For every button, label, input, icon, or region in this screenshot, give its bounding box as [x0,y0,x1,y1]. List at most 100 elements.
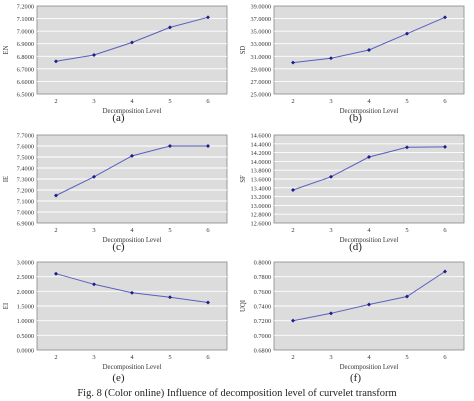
x-axis-label: Decomposition Level [103,364,162,371]
y-tick-label: 0.0000 [17,348,34,355]
x-tick-label: 4 [367,98,371,105]
y-tick-label: 3.0000 [17,260,34,267]
y-tick-label: 14.6000 [251,133,271,140]
y-tick-label: 6.5000 [17,92,34,99]
panel-a-label: (a) [112,112,125,124]
chart-e: 0.0000 0.5000 1.0000 1.5000 2.0000 2.5000 3.00… [3,260,228,371]
panel-c: 6.9000 7.0000 7.1000 7.2000 7.3000 7.4000 7.50… [0,129,237,258]
x-tick-label: 6 [443,98,447,105]
x-tick-label: 5 [405,354,408,361]
x-tick-label: 6 [443,227,447,234]
x-tick-label: 6 [206,98,210,105]
y-tick-label: 13.2000 [251,194,271,201]
y-tick-label: 31.0000 [251,54,271,61]
y-tick-label: 7.2000 [17,4,34,11]
y-tick-label: 2.0000 [17,289,34,296]
y-tick-label: 14.4000 [251,141,271,148]
chart-a: 6.5000 6.6000 6.7000 6.8000 6.9000 7.0000 7.10… [3,4,228,115]
y-axis-label: EI [3,302,10,309]
x-tick-label: 3 [92,354,95,361]
y-tick-label: 6.6000 [17,79,34,86]
x-tick-label: 4 [130,354,134,361]
panel-e-label: (e) [112,372,125,384]
panel-f: 0.6800 0.7000 0.7200 0.7400 0.7600 0.7800 0.80… [237,256,474,385]
figure-caption: Fig. 8 (Color online) Influence of decom… [77,388,397,399]
y-axis-label: SD [240,46,247,55]
y-tick-label: 7.5000 [17,155,34,162]
x-tick-label: 3 [92,227,95,234]
y-tick-label: 6.9000 [17,41,34,48]
y-tick-label: 13.0000 [251,203,271,210]
panel-c-label: (c) [112,241,125,253]
y-tick-label: 25.0000 [251,92,271,99]
x-tick-label: 5 [405,98,408,105]
y-tick-label: 13.8000 [251,168,271,175]
x-tick-label: 5 [168,354,171,361]
x-tick-label: 3 [92,98,95,105]
x-tick-label: 4 [367,227,371,234]
x-tick-label: 2 [54,227,57,234]
x-tick-label: 5 [405,227,408,234]
y-tick-label: 7.1000 [17,16,34,23]
panel-b-label: (b) [349,112,362,124]
y-tick-label: 0.7800 [254,274,271,281]
chart-c: 6.9000 7.0000 7.1000 7.2000 7.3000 7.4000 7.50… [3,133,228,244]
panel-e: 0.0000 0.5000 1.0000 1.5000 2.0000 2.5000 3.00… [0,256,237,385]
y-tick-label: 14.2000 [251,150,271,157]
chart-b: 25.0000 27.0000 29.0000 31.0000 33.0000 35.00… [240,4,465,115]
y-axis-label: SF [240,175,247,183]
y-tick-label: 35.0000 [251,29,271,36]
y-tick-label: 0.6800 [254,348,271,355]
y-tick-label: 14.0000 [251,159,271,166]
y-tick-label: 0.7600 [254,289,271,296]
y-tick-label: 7.4000 [17,166,34,173]
panel-b: 25.0000 27.0000 29.0000 31.0000 33.0000 35.00… [237,0,474,129]
plot-area [36,5,228,95]
y-axis-label: EN [3,45,10,54]
y-tick-label: 0.7000 [254,333,271,340]
y-tick-label: 7.6000 [17,144,34,151]
panel-a: 6.5000 6.6000 6.7000 6.8000 6.9000 7.0000 7.10… [0,0,237,129]
chart-d: 12.6000 12.8000 13.0000 13.2000 13.400013.60… [240,133,465,244]
y-tick-label: 7.2000 [17,188,34,195]
x-axis-label: Decomposition Level [340,108,399,115]
x-tick-label: 2 [54,354,57,361]
x-tick-label: 4 [130,98,134,105]
y-tick-label: 7.1000 [17,199,34,206]
y-axis-label: UQI [240,299,247,312]
y-tick-label: 29.0000 [251,66,271,73]
y-tick-label: 1.0000 [17,318,34,325]
x-axis-label: Decomposition Level [340,237,399,244]
y-tick-label: 1.5000 [17,304,34,311]
y-tick-label: 6.8000 [17,54,34,61]
y-tick-label: 12.8000 [251,212,271,219]
y-tick-label: 13.4000 [251,185,271,192]
y-tick-label: 0.7200 [254,318,271,325]
y-axis-label: IE [3,176,10,182]
y-tick-label: 0.7400 [254,304,271,311]
x-tick-label: 2 [291,227,294,234]
panel-d-label: (d) [349,241,362,253]
y-tick-label: 2.5000 [17,274,34,281]
y-tick-label: 7.0000 [17,29,34,36]
x-tick-label: 2 [291,354,294,361]
y-tick-label: 13.6000 [251,177,271,184]
x-tick-label: 3 [329,354,332,361]
x-axis-label: Decomposition Level [103,108,162,115]
x-tick-label: 2 [54,98,57,105]
y-tick-label: 27.0000 [251,79,271,86]
y-tick-label: 7.0000 [17,210,34,217]
data-point [54,193,58,198]
x-tick-label: 3 [329,227,332,234]
y-tick-label: 7.7000 [17,133,34,140]
y-tick-label: 6.9000 [17,221,34,228]
y-tick-label: 0.5000 [17,333,34,340]
y-tick-label: 6.7000 [17,66,34,73]
y-tick-label: 39.0000 [251,4,271,11]
y-tick-label: 0.8000 [254,260,271,267]
panel-f-label: (f) [350,372,361,384]
x-tick-label: 6 [206,227,210,234]
x-tick-label: 4 [130,227,134,234]
x-tick-label: 6 [443,354,447,361]
x-tick-label: 6 [206,354,210,361]
